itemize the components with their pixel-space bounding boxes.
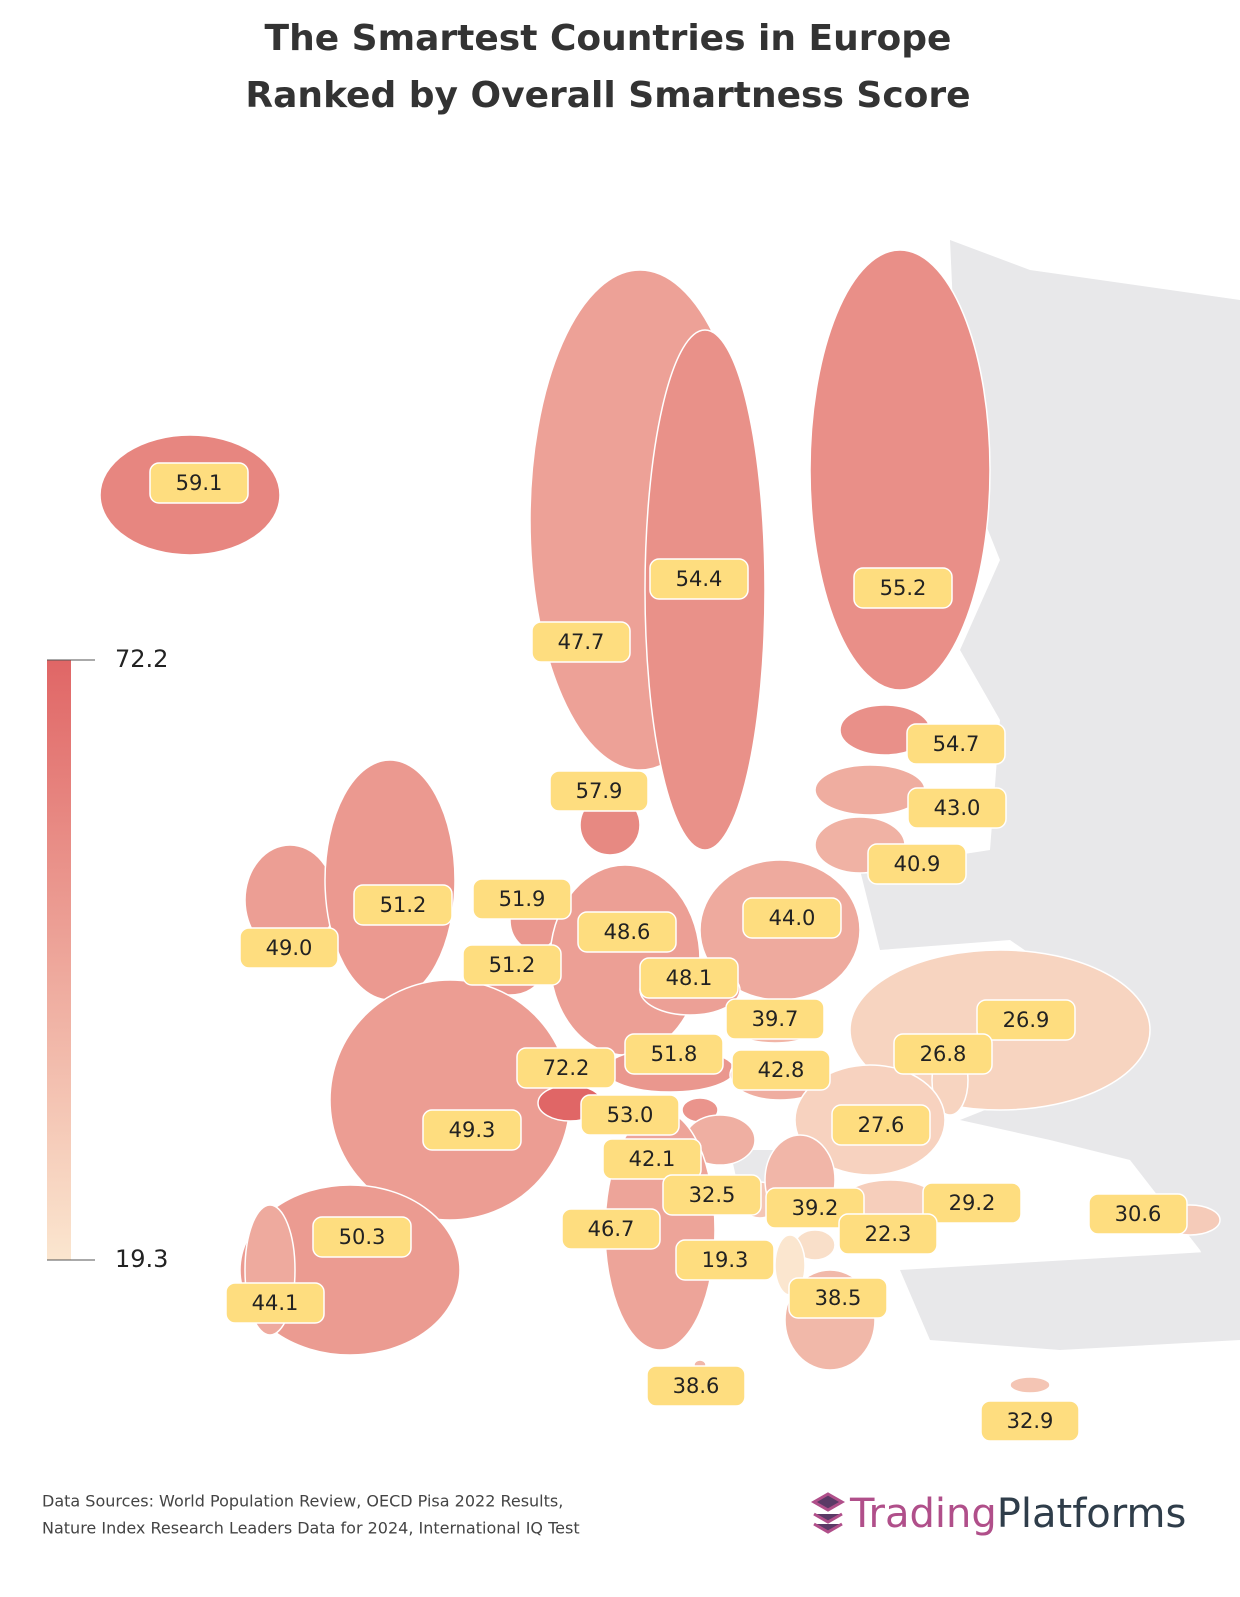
value-badge [516,1047,616,1089]
value-label: 26.9 [1003,1008,1050,1032]
value-label: 39.7 [752,1007,799,1031]
value-badge [312,1216,412,1258]
value-label: 48.1 [666,966,713,990]
value-badge [788,1277,888,1319]
value-label: 19.3 [702,1248,749,1272]
value-badge [922,1182,1022,1224]
value-badge [531,621,631,663]
value-label: 72.2 [543,1056,590,1080]
value-badge [731,1049,831,1091]
value-badge [577,911,677,953]
value-badge [831,1104,931,1146]
value-badge [867,843,967,885]
value-badge [602,1138,702,1180]
value-label: 30.6 [1115,1202,1162,1226]
value-label: 50.3 [339,1225,386,1249]
chart-title: The Smartest Countries in Europe [265,18,952,59]
value-label: 26.8 [920,1042,967,1066]
country-region [324,759,456,1001]
value-label: 51.8 [651,1042,698,1066]
value-badge [906,723,1006,765]
value-label: 54.7 [933,732,980,756]
value-badge [742,897,842,939]
value-badge [765,1187,865,1229]
country-region [329,979,571,1221]
value-badge [149,462,249,504]
value-label: 22.3 [865,1222,912,1246]
value-label: 42.8 [758,1058,805,1082]
colorbar [47,660,71,1260]
value-label: 48.6 [604,920,651,944]
value-label: 44.0 [769,906,816,930]
colorbar-tick-label: 19.3 [115,1245,168,1273]
sources-line: Nature Index Research Leaders Data for 2… [42,1519,580,1538]
value-label: 53.0 [607,1103,654,1127]
value-label: 44.1 [252,1291,299,1315]
value-label: 39.2 [792,1196,839,1220]
value-badge [353,884,453,926]
brand-text: TradingPlatforms [849,1491,1186,1537]
value-badge [549,770,649,812]
value-label: 29.2 [949,1191,996,1215]
background-land [730,240,1240,1350]
value-badge [675,1239,775,1281]
value-label: 38.5 [815,1286,862,1310]
value-badge [725,998,825,1040]
value-label: 51.9 [499,887,546,911]
value-badge [624,1033,724,1075]
value-label: 43.0 [934,796,981,820]
value-label: 49.0 [266,936,313,960]
value-badge [1088,1193,1188,1235]
brand-logo: TradingPlatforms [810,1491,1186,1537]
value-badge [838,1213,938,1255]
value-badge [472,878,572,920]
brand-part: Trading [849,1491,997,1537]
value-badge [639,957,739,999]
value-label: 47.7 [558,630,605,654]
value-label: 51.2 [489,953,536,977]
value-label: 32.5 [689,1183,736,1207]
value-badge [649,558,749,600]
value-badge [462,944,562,986]
value-label: 49.3 [449,1118,496,1142]
brand-part: Platforms [997,1491,1187,1537]
country-region [1009,1376,1051,1394]
value-badge [893,1033,993,1075]
value-badge [976,999,1076,1041]
sources-line: Data Sources: World Population Review, O… [42,1492,563,1511]
colorbar-tick-label: 72.2 [115,645,168,673]
value-badge [907,787,1007,829]
value-label: 54.4 [676,567,723,591]
value-badge [239,927,339,969]
value-label: 46.7 [588,1217,635,1241]
value-badge [662,1174,762,1216]
logo-icon [810,1492,846,1534]
value-label: 32.9 [1007,1409,1054,1433]
value-label: 38.6 [673,1374,720,1398]
value-badge [853,567,953,609]
value-label: 59.1 [176,471,223,495]
value-label: 42.1 [629,1147,676,1171]
value-label: 55.2 [880,576,927,600]
country-region [809,249,991,691]
value-label: 27.6 [858,1113,905,1137]
value-badge [225,1282,325,1324]
value-badge [422,1109,522,1151]
value-badge [561,1208,661,1250]
value-label: 51.2 [380,893,427,917]
value-label: 57.9 [576,779,623,803]
value-badge [646,1365,746,1407]
value-badge [580,1094,680,1136]
value-label: 40.9 [894,852,941,876]
chart-subtitle: Ranked by Overall Smartness Score [245,75,970,116]
value-badge [980,1400,1080,1442]
